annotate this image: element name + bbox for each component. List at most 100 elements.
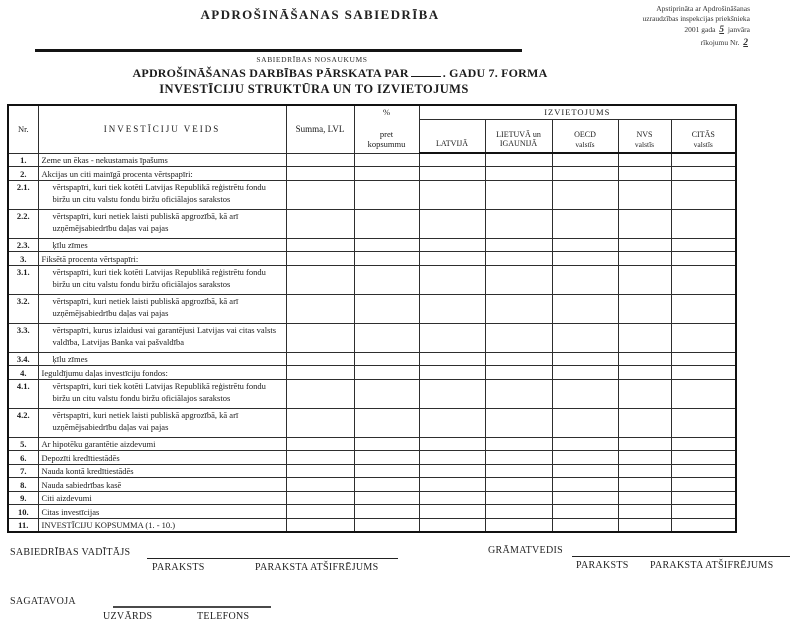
value-cell (285, 504, 355, 519)
value-cell (617, 179, 672, 210)
value-cell (617, 378, 672, 409)
value-cell (484, 208, 553, 239)
value-cell (484, 463, 553, 478)
value-cell (418, 365, 486, 380)
approval-line-2: uzraudzības inspekcijas priekšnieka (642, 14, 750, 24)
col-header-nr: Nr. (7, 104, 39, 154)
value-cell (353, 251, 420, 266)
value-cell (484, 407, 553, 438)
prepared-by-label: SAGATAVOJA (10, 596, 76, 607)
value-cell (353, 436, 420, 451)
table-row: 3. Fiksētā procenta vērtspapīri: (7, 251, 737, 266)
row-number: 10. (7, 504, 39, 519)
row-label: ķīlu zīmes (37, 237, 287, 252)
value-cell (285, 378, 355, 409)
row-label: Citas investīcijas (37, 504, 287, 519)
table-row: 8. Nauda sabiedrības kasē (7, 477, 737, 492)
row-label: Zeme un ēkas - nekustamais īpašums (37, 152, 287, 167)
value-cell (670, 322, 737, 353)
form-title: APDROŠINĀŠANAS DARBĪBAS PĀRSKATA PAR . GA… (0, 66, 680, 81)
col-header-cis: NVS valstīs (617, 118, 672, 154)
value-cell (551, 251, 619, 266)
header-row-placement: LATVIJĀ LIETUVĀ un IGAUNIJĀ OECD valstīs… (8, 118, 737, 154)
value-cell (551, 490, 619, 505)
value-cell (285, 237, 355, 252)
row-label: vērtspapīri, kuri netiek laisti publiskā… (37, 208, 287, 239)
row-number: 3.2. (7, 293, 39, 324)
value-cell (551, 166, 619, 181)
row-number: 2. (7, 166, 39, 181)
value-cell (418, 179, 486, 210)
value-cell (617, 490, 672, 505)
company-name-caption: SABIEDRĪBAS NOSAUKUMS (256, 55, 368, 64)
row-number: 6. (7, 450, 39, 465)
value-cell (353, 208, 420, 239)
value-cell (285, 322, 355, 353)
company-name-line (35, 49, 522, 52)
accountant-signature-caption: PARAKSTS (576, 560, 629, 571)
value-cell (484, 264, 553, 295)
value-cell (617, 517, 672, 533)
value-cell (285, 463, 355, 478)
value-cell (670, 293, 737, 324)
value-cell (670, 208, 737, 239)
value-cell (484, 351, 553, 366)
value-cell (285, 365, 355, 380)
value-cell (418, 490, 486, 505)
value-cell (551, 517, 619, 533)
col-header-latvia: LATVIJĀ (418, 118, 486, 154)
row-label: ķīlu zīmes (37, 351, 287, 366)
value-cell (617, 293, 672, 324)
value-cell (418, 407, 486, 438)
row-number: 4. (7, 365, 39, 380)
value-cell (484, 179, 553, 210)
accountant-signature-name-caption: PARAKSTA ATŠIFRĒJUMS (650, 560, 774, 571)
value-cell (418, 264, 486, 295)
row-number: 2.3. (7, 237, 39, 252)
value-cell (617, 436, 672, 451)
value-cell (418, 152, 486, 167)
value-cell (285, 351, 355, 366)
value-cell (551, 179, 619, 210)
approval-line-4: rīkojumu Nr. 2 (530, 37, 750, 50)
value-cell (551, 477, 619, 492)
value-cell (285, 293, 355, 324)
value-cell (484, 490, 553, 505)
value-cell (617, 322, 672, 353)
value-cell (353, 351, 420, 366)
row-label: vērtspapīri, kuri tiek kotēti Latvijas R… (37, 264, 287, 295)
value-cell (285, 517, 355, 533)
value-cell (484, 251, 553, 266)
value-cell (484, 365, 553, 380)
value-cell (551, 322, 619, 353)
value-cell (670, 463, 737, 478)
value-cell (418, 237, 486, 252)
value-cell (418, 504, 486, 519)
phone-caption: TELEFONS (197, 611, 250, 622)
value-cell (285, 477, 355, 492)
value-cell (617, 450, 672, 465)
value-cell (551, 208, 619, 239)
table-row: 7. Nauda kontā kredītiestādēs (7, 463, 737, 478)
value-cell (418, 208, 486, 239)
table-row: 2.3. ķīlu zīmes (7, 237, 737, 252)
value-cell (353, 504, 420, 519)
table-row: 3.3. vērtspapīri, kurus izlaidusi vai gar… (7, 322, 737, 353)
value-cell (285, 490, 355, 505)
value-cell (353, 490, 420, 505)
row-label: Akcijas un citi mainīgā procenta vērtspa… (37, 166, 287, 181)
value-cell (353, 322, 420, 353)
row-label: Depozīti kredītiestādēs (37, 450, 287, 465)
form-subtitle: INVESTĪCIJU STRUKTŪRA UN TO IZVIETOJUMS (159, 82, 469, 96)
value-cell (617, 504, 672, 519)
value-cell (353, 179, 420, 210)
value-cell (617, 208, 672, 239)
row-label: vērtspapīri, kurus izlaidusi vai garantē… (37, 322, 287, 353)
value-cell (617, 237, 672, 252)
value-cell (670, 365, 737, 380)
col-header-lithuania-estonia: LIETUVĀ un IGAUNIJĀ (484, 118, 553, 154)
table-row: 1. Zeme un ēkas - nekustamais īpašums (7, 152, 737, 167)
manager-signature-line (147, 548, 398, 559)
row-label: Nauda kontā kredītiestādēs (37, 463, 287, 478)
row-label: vērtspapīri, kuri netiek laisti publiskā… (37, 407, 287, 438)
